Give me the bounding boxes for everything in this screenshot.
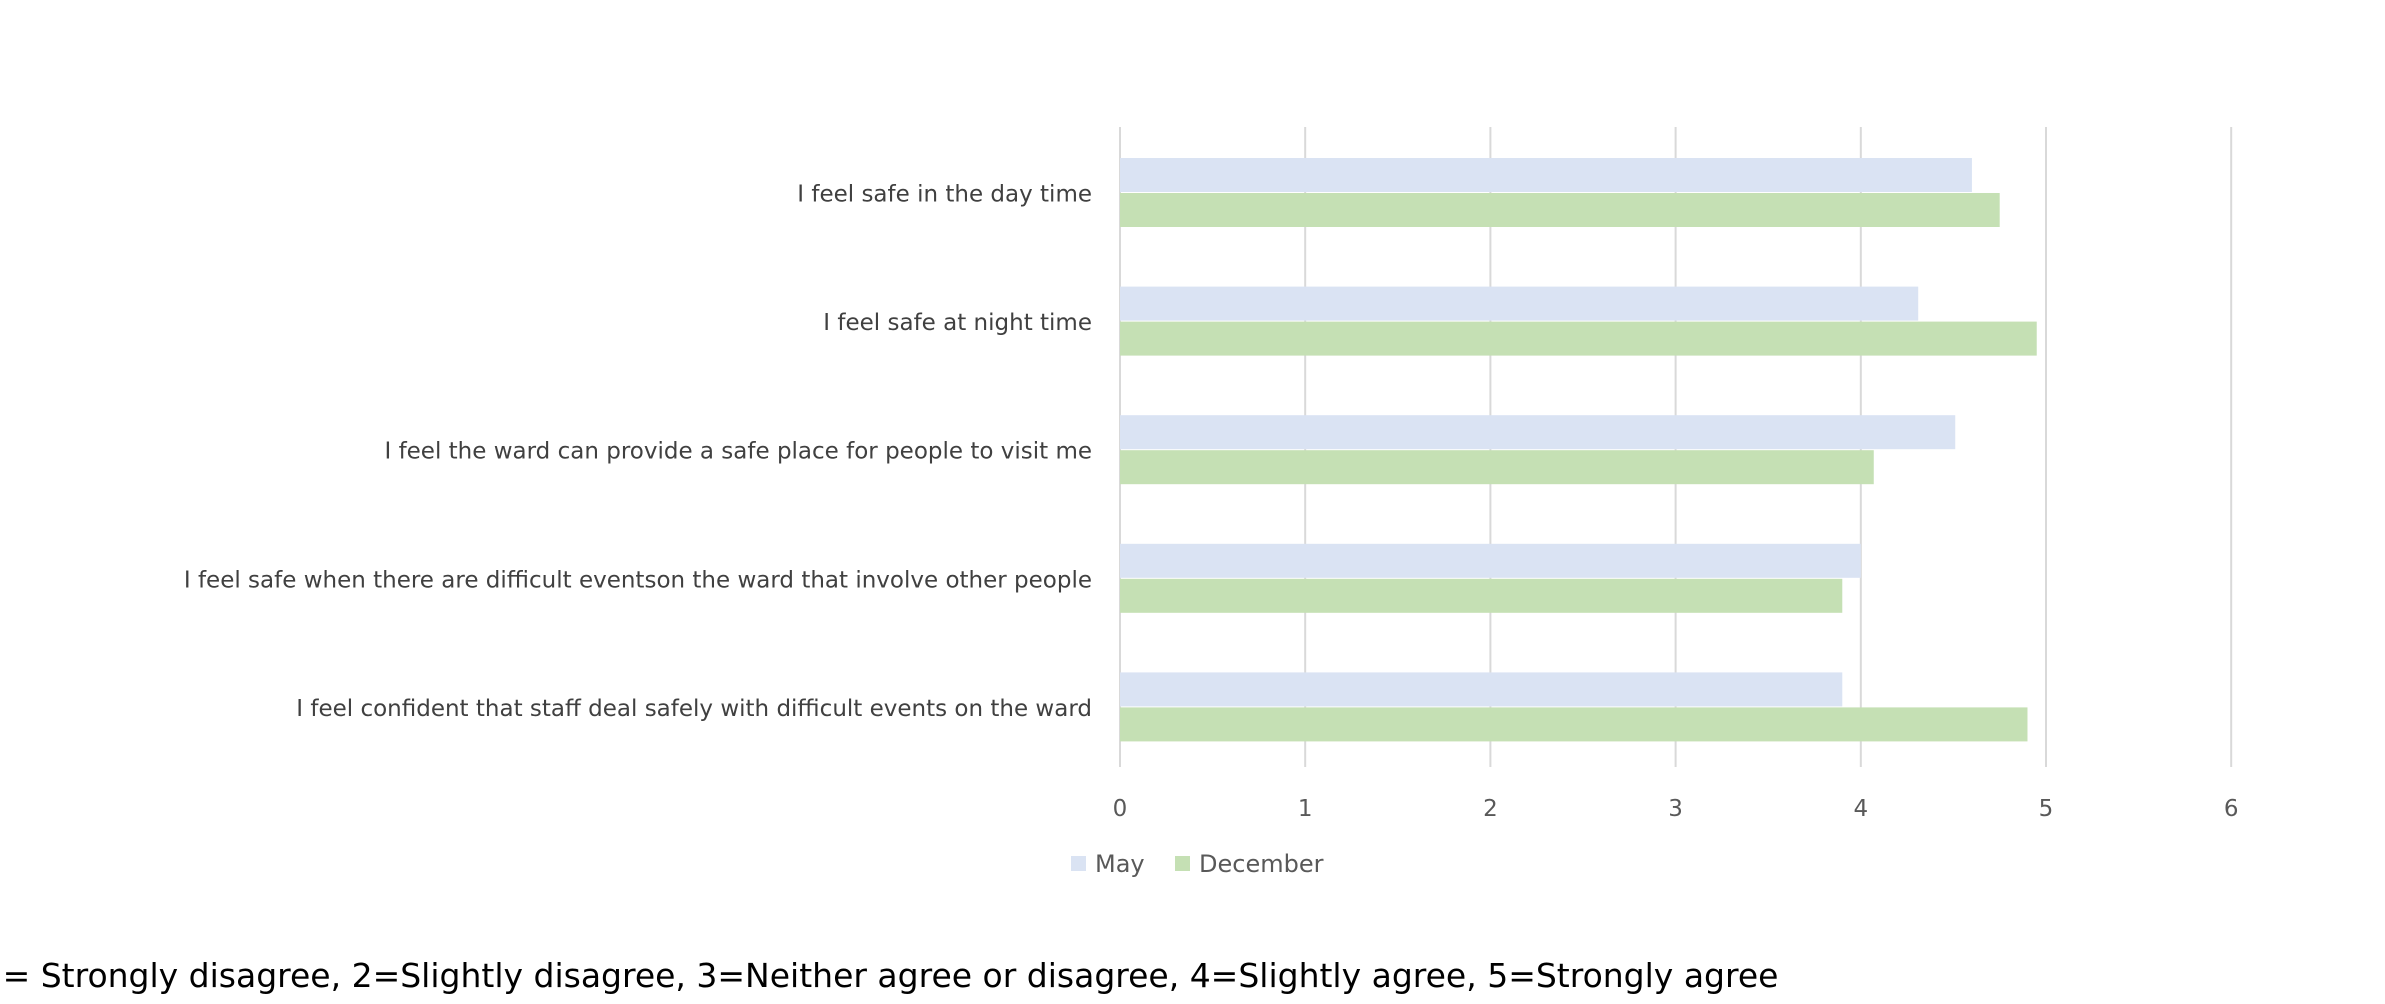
x-tick-label: 5 [2039,796,2054,822]
x-tick-label: 3 [1668,796,1683,822]
x-tick-label: 0 [1113,796,1128,822]
bar-december-4[interactable] [1120,578,1843,613]
category-labels: I feel safe in the day time I feel safe a… [184,182,1092,722]
bar-december-2[interactable] [1120,321,2037,356]
x-axis-tick-labels: 0 1 2 3 4 5 6 [1113,796,2239,822]
x-tick-label: 2 [1483,796,1498,822]
bar-december-1[interactable] [1120,193,2000,227]
bar-may-3[interactable] [1120,415,1956,450]
category-label: I feel safe at night time [823,310,1092,336]
bar-may-5[interactable] [1120,672,1843,707]
category-label: I feel safe when there are difficult eve… [184,567,1092,593]
legend-swatch-december [1175,856,1190,871]
category-label: I feel confident that staff deal safely … [296,696,1092,722]
legend[interactable]: May December [1071,850,1324,878]
bar-december-5[interactable] [1120,707,2028,742]
legend-label-december: December [1199,850,1324,878]
x-tick-label: 4 [1853,796,1868,822]
x-tick-label: 1 [1298,796,1313,822]
bar-may-2[interactable] [1120,286,1919,321]
x-tick-label: 6 [2224,796,2239,822]
category-label: I feel the ward can provide a safe place… [384,439,1092,465]
bars [1120,158,2037,742]
bar-may-4[interactable] [1120,543,1861,578]
scale-footnote: 1= Strongly disagree, 2=Slightly disagre… [0,956,1778,995]
category-label: I feel safe in the day time [797,182,1092,208]
legend-label-may: May [1095,850,1145,878]
bar-may-1[interactable] [1120,158,1972,192]
legend-swatch-may [1071,856,1086,871]
bar-december-3[interactable] [1120,450,1874,485]
